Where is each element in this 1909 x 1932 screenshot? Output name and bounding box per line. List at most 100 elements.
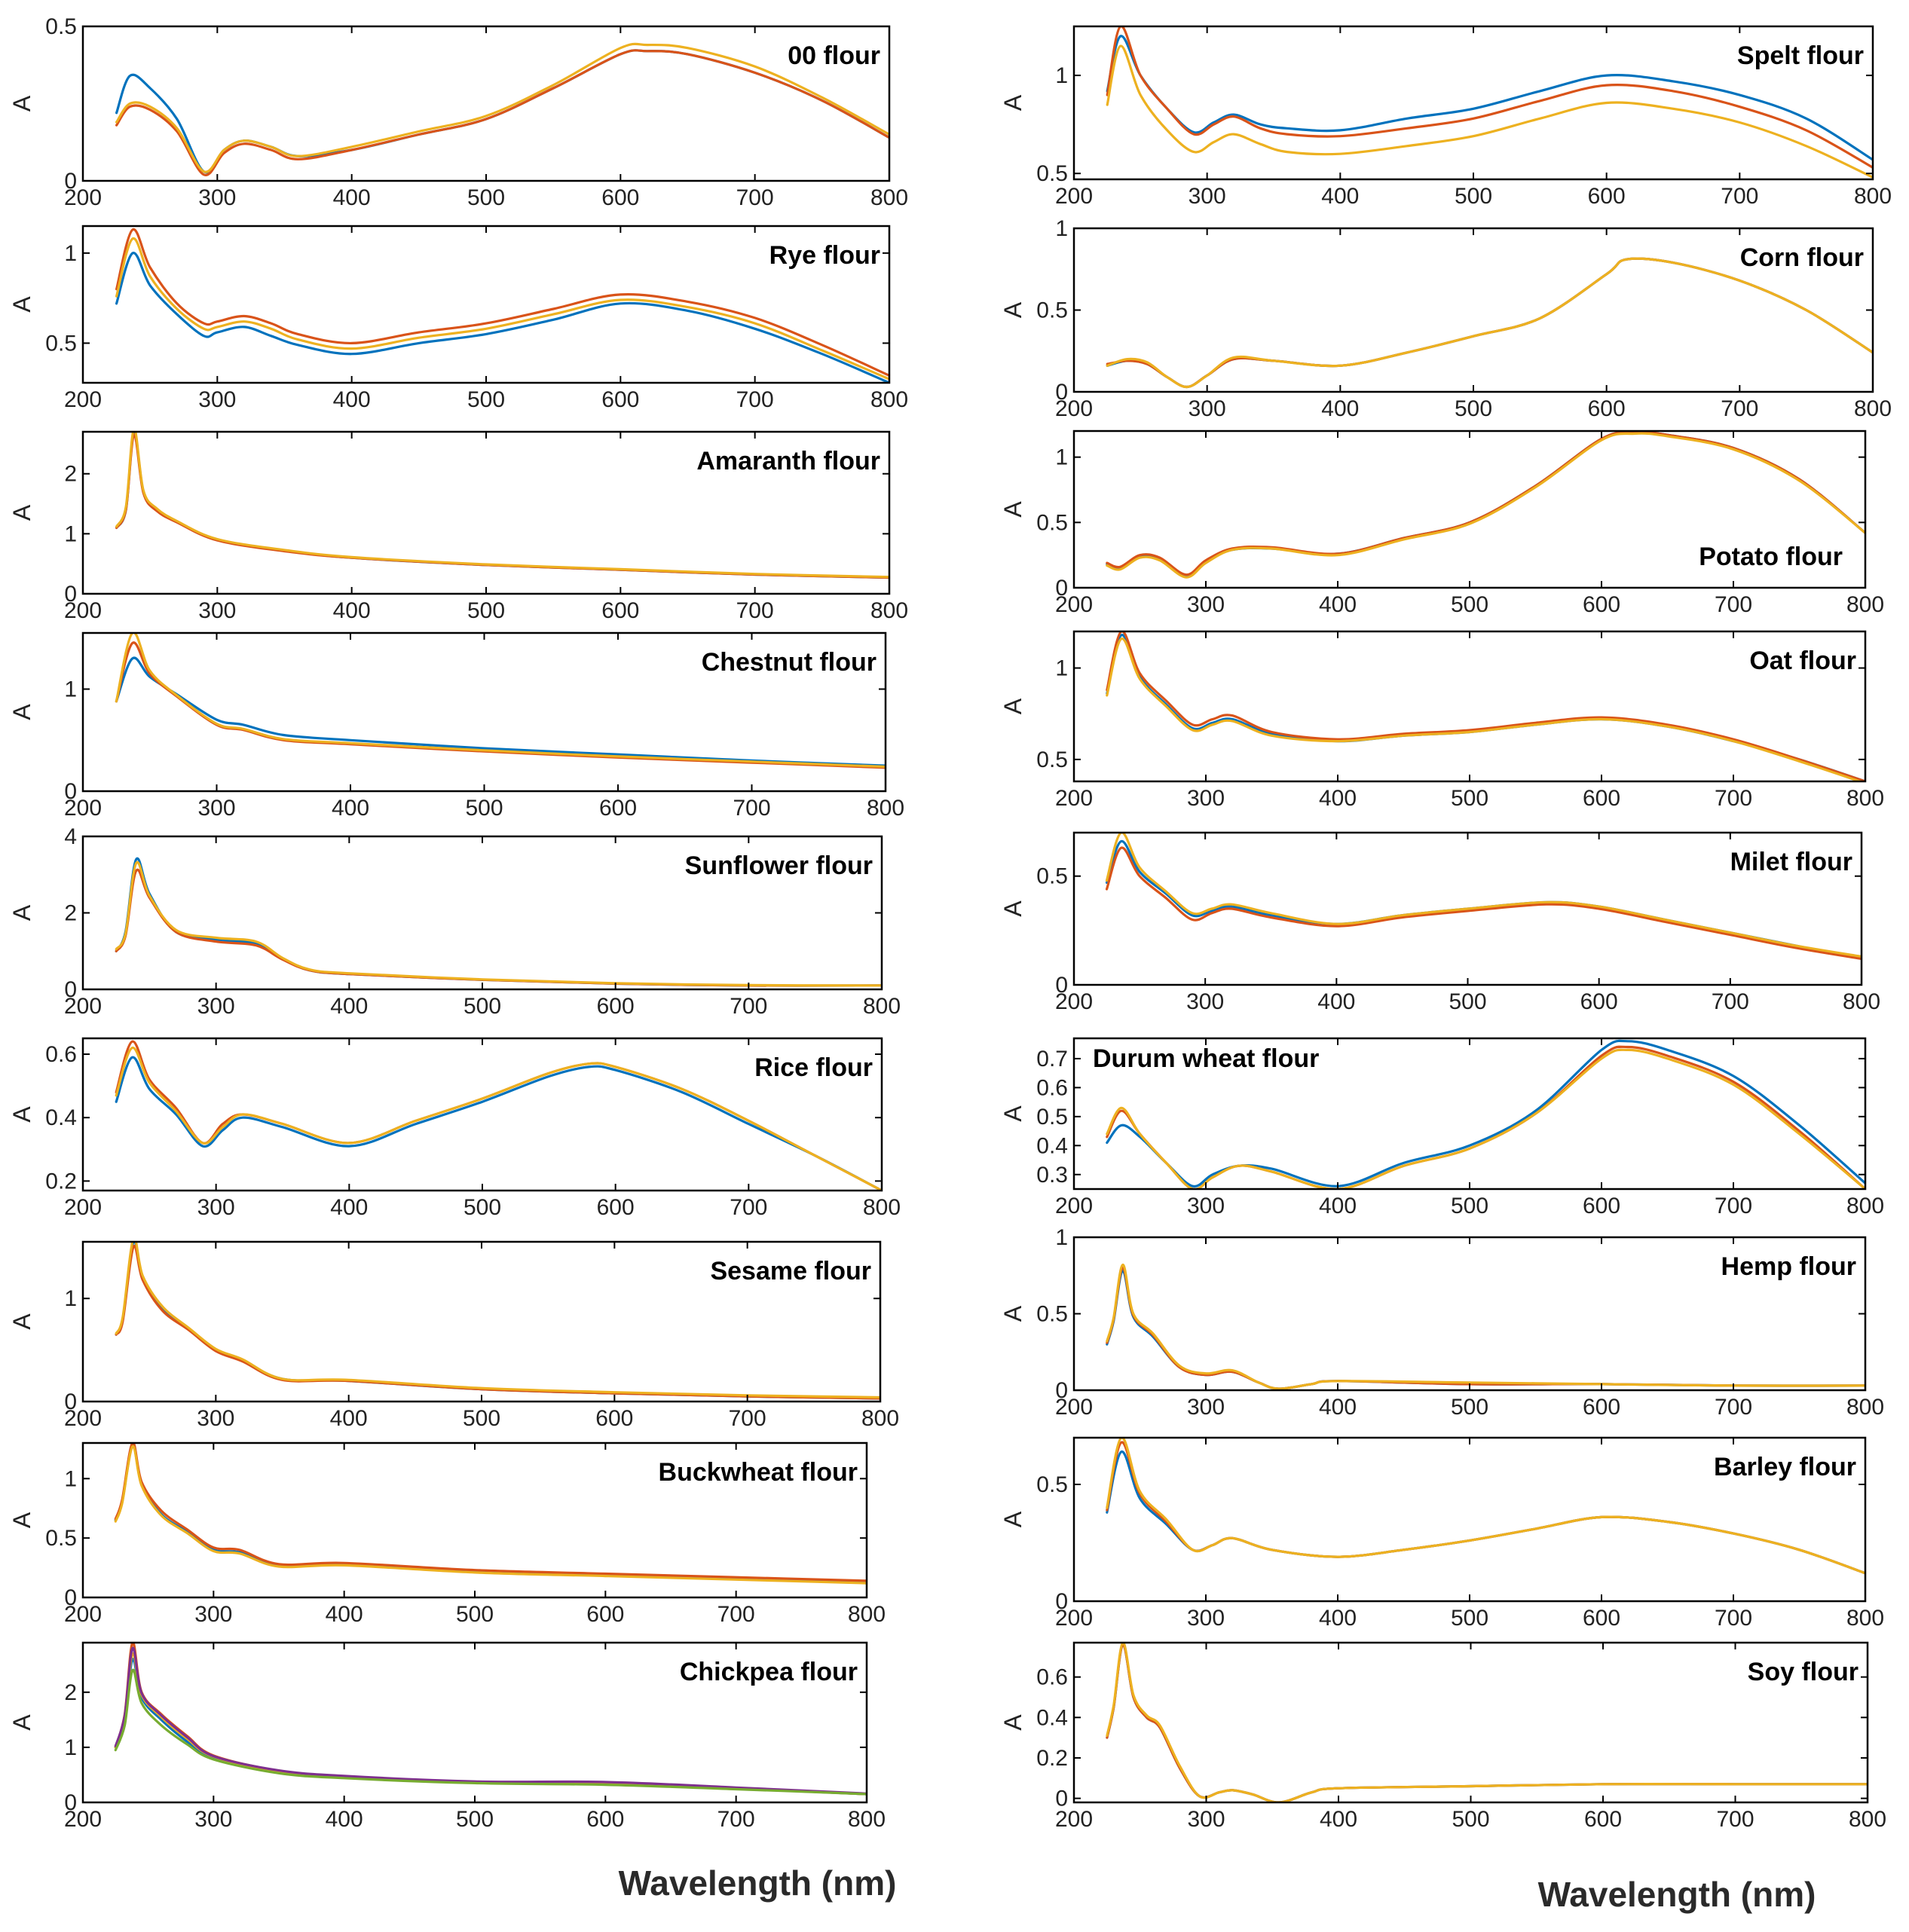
y-tick-label: 1: [1055, 656, 1068, 681]
series-group: [1106, 431, 1865, 579]
panel-title: Barley flour: [1714, 1453, 1856, 1481]
y-tick-label: 0: [64, 779, 77, 804]
x-tick-label: 200: [64, 185, 102, 210]
x-tick-label: 400: [1319, 1395, 1357, 1420]
series-line-yellow: [1106, 1643, 1868, 1802]
y-tick-label: 0.2: [45, 1169, 77, 1194]
x-tick-label: 600: [597, 1195, 635, 1220]
series-group: [1105, 833, 1862, 960]
y-tick-label: 1: [64, 1466, 77, 1491]
x-tick-label: 700: [1721, 184, 1758, 209]
y-tick-label: 1: [64, 677, 77, 702]
y-tick-label: 1: [1055, 216, 1068, 241]
x-tick-label: 700: [1715, 1606, 1752, 1631]
y-tick-label: 0.5: [1036, 1105, 1068, 1130]
panel-title: Milet flour: [1730, 848, 1852, 876]
y-tick-label: 1: [1055, 63, 1068, 88]
series-group: [1106, 26, 1873, 179]
y-tick-label: 0: [64, 1790, 77, 1815]
y-axis-label: A: [999, 698, 1026, 714]
x-tick-label: 800: [863, 994, 901, 1019]
x-tick-label: 600: [1583, 786, 1620, 811]
y-axis-label: A: [8, 704, 35, 720]
y-axis-label: A: [999, 301, 1026, 318]
series-line-yellow: [115, 432, 889, 579]
x-tick-label: 500: [1451, 592, 1488, 617]
plot-frame: [81, 225, 891, 384]
x-tick-label: 200: [64, 1195, 102, 1220]
x-tick-label: 300: [1187, 1194, 1225, 1218]
x-tick-label: 300: [1189, 396, 1226, 421]
series-group: [115, 857, 882, 987]
x-tick-label: 700: [1712, 989, 1749, 1014]
x-tick-label: 600: [1588, 396, 1626, 421]
x-tick-label: 800: [1846, 592, 1884, 617]
x-tick-label: 500: [467, 598, 505, 623]
x-tick-label: 600: [1583, 592, 1620, 617]
series-line-purple: [114, 1646, 867, 1795]
x-tick-label: 200: [1055, 1807, 1093, 1832]
series-line-blue: [1106, 257, 1873, 389]
x-tick-label: 500: [456, 1807, 494, 1832]
x-tick-label: 600: [1583, 1194, 1620, 1218]
series-line-red: [1106, 631, 1865, 781]
y-axis-label: A: [999, 1714, 1026, 1731]
y-axis-label: A: [999, 94, 1026, 111]
series-group: [115, 228, 889, 383]
x-tick-label: 300: [1187, 1395, 1225, 1420]
y-tick-label: 0.5: [1036, 298, 1068, 323]
y-axis-label: A: [8, 296, 35, 313]
series-line-red: [115, 868, 882, 987]
x-tick-label: 300: [1187, 1807, 1225, 1832]
x-tick-label: 700: [736, 185, 774, 210]
panel-title: Chestnut flour: [702, 648, 876, 677]
y-tick-label: 0.5: [45, 1526, 77, 1551]
y-tick-label: 0: [1055, 1378, 1068, 1403]
x-tick-label: 400: [1319, 786, 1357, 811]
x-tick-label: 500: [1455, 184, 1492, 209]
x-tick-label: 300: [197, 994, 235, 1019]
x-tick-label: 300: [197, 1195, 235, 1220]
series-line-red: [1106, 26, 1873, 169]
y-axis-label: A: [999, 501, 1026, 518]
series-line-red: [1105, 846, 1862, 960]
x-tick-label: 600: [586, 1602, 624, 1627]
y-tick-label: 0.5: [1036, 1472, 1068, 1497]
x-tick-label: 300: [1187, 786, 1225, 811]
y-axis-label: A: [999, 900, 1026, 917]
y-tick-label: 0.5: [1036, 161, 1068, 186]
y-tick-label: 0: [1055, 380, 1068, 405]
plot-frame: [81, 25, 891, 182]
x-tick-label: 600: [1583, 1395, 1620, 1420]
series-group: [114, 1443, 867, 1585]
x-tick-label: 200: [1055, 786, 1093, 811]
series-line-yellow: [115, 1047, 882, 1191]
x-tick-label: 400: [326, 1602, 363, 1627]
y-tick-label: 0: [1055, 576, 1068, 601]
panel-title: Rye flour: [769, 241, 880, 270]
x-tick-label: 700: [1716, 1807, 1754, 1832]
panel-13: 200 300 400 500 600 700 800 0.5 1 A Oat flour: [999, 630, 1884, 811]
y-tick-label: 0: [64, 169, 77, 194]
x-tick-label: 800: [1849, 1807, 1886, 1832]
x-tick-label: 500: [456, 1602, 494, 1627]
y-axis-label: A: [8, 1106, 35, 1123]
panel-7: 200 300 400 500 600 700 800 0 1 A Sesame flour: [8, 1240, 899, 1431]
x-tick-label: 800: [1846, 1194, 1884, 1218]
series-line-yellow: [1106, 1263, 1865, 1390]
x-tick-label: 500: [1451, 1606, 1488, 1631]
x-tick-label: 800: [1843, 989, 1880, 1014]
series-group: [1106, 257, 1873, 389]
series-line-yellow: [115, 237, 889, 381]
x-tick-label: 500: [1455, 396, 1492, 421]
x-tick-label: 200: [1055, 396, 1093, 421]
series-group: [1106, 1039, 1865, 1189]
x-tick-label: 400: [330, 1406, 368, 1431]
series-group: [114, 1643, 867, 1796]
y-tick-label: 2: [64, 901, 77, 926]
panel-title: Oat flour: [1749, 647, 1856, 675]
plot-frame: [1072, 630, 1867, 783]
x-tick-label: 700: [1715, 786, 1752, 811]
x-tick-label: 800: [848, 1602, 886, 1627]
panel-2: 200 300 400 500 600 700 800 0.5 1 A Rye flour: [8, 225, 908, 412]
